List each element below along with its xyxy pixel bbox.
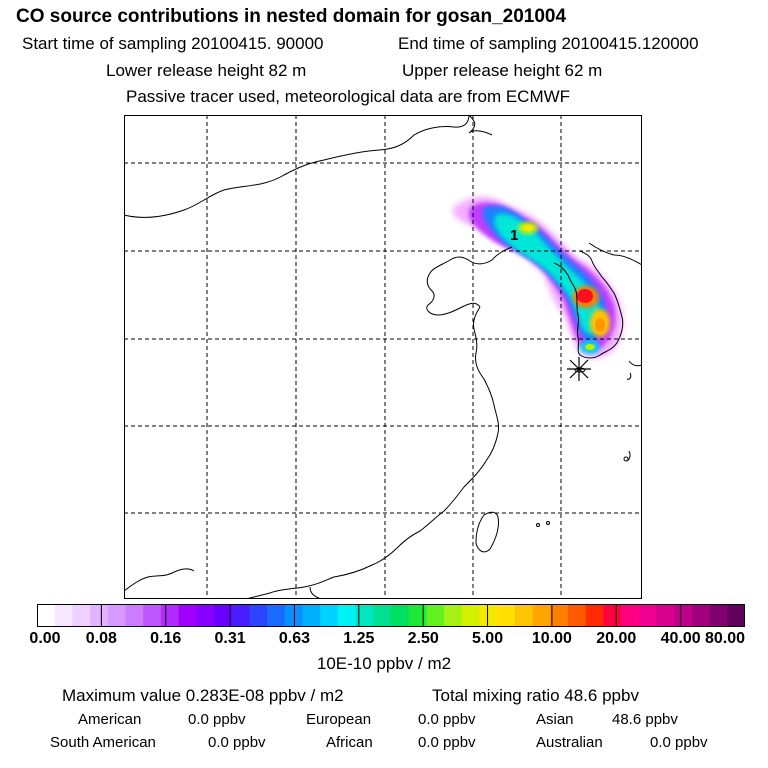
australian-label: Australian (536, 734, 603, 751)
colorbar-cell (391, 604, 410, 627)
color-scale-bar (37, 604, 745, 627)
colorbar-cell (691, 604, 711, 627)
european-label: European (306, 711, 372, 728)
colorbar-cell (444, 604, 463, 627)
colorbar-tick-label: 0.08 (85, 630, 117, 647)
graticule (124, 115, 642, 599)
colorbar-tick-label: 0.31 (214, 630, 246, 647)
colorbar-cell (231, 604, 250, 627)
asian-label: Asian (536, 711, 574, 728)
maximum-value-label: Maximum value 0.283E-08 ppbv / m2 (62, 686, 344, 705)
colorbar-cell (72, 604, 91, 627)
colorbar-cell (337, 604, 357, 627)
colorbar-tick-label: 0.16 (150, 630, 182, 647)
colorbar-cell (214, 604, 233, 627)
receptor-marker-label: 1 (510, 227, 518, 244)
concentration-plume (452, 196, 623, 359)
upper-release-label: Upper release height 62 m (402, 61, 603, 80)
colorbar-tick-label: 5.00 (471, 630, 504, 647)
colorbar-cell (284, 604, 304, 627)
colorbar-unit-label: 10E-10 ppbv / m2 (316, 654, 452, 673)
colorbar-tick-label: 40.00 (660, 630, 701, 647)
asian-value: 48.6 ppbv (612, 711, 678, 728)
colorbar-cell (90, 604, 109, 627)
colorbar-cell (568, 604, 587, 627)
colorbar-cell (638, 604, 658, 627)
colorbar-tick-label: 2.50 (407, 630, 439, 647)
colorbar-cell (408, 604, 427, 627)
colorbar-cell (461, 604, 481, 627)
total-mixing-ratio-label: Total mixing ratio 48.6 ppbv (432, 686, 639, 705)
south-american-label: South American (50, 734, 156, 751)
colorbar-tick-label: 1.25 (343, 630, 375, 647)
colorbar-cell (37, 604, 56, 627)
colorbar-cell (709, 604, 728, 627)
colorbar-tick-label: 10.00 (531, 630, 572, 647)
source-contribution-map: 1 (124, 115, 642, 599)
european-value: 0.0 ppbv (418, 711, 476, 728)
colorbar-cell (497, 604, 516, 627)
south-american-value: 0.0 ppbv (208, 734, 266, 751)
colorbar-cell (249, 604, 268, 627)
colorbar-cell (355, 604, 374, 627)
asterisk-station-icon (567, 357, 591, 381)
map-frame (124, 115, 642, 599)
lower-release-label: Lower release height 82 m (106, 61, 307, 80)
colorbar-tick-label: 0.63 (278, 630, 311, 647)
colorbar-cell (160, 604, 180, 627)
colorbar-tick-label: 80.00 (704, 630, 746, 647)
colorbar-cell (107, 604, 127, 627)
african-value: 0.0 ppbv (418, 734, 476, 751)
colorbar-cell (550, 604, 569, 627)
colorbar-cell (302, 604, 321, 627)
coastlines (124, 115, 642, 599)
colorbar-cell (727, 604, 745, 627)
american-label: American (78, 711, 142, 728)
end-time-label: End time of sampling 20100415.120000 (398, 34, 699, 53)
plot-title: CO source contributions in nested domain… (16, 6, 567, 27)
colorbar-cell (674, 604, 693, 627)
colorbar-cell (603, 604, 622, 627)
african-label: African (326, 734, 373, 751)
colorbar-cell (585, 604, 604, 627)
colorbar-cell (373, 604, 392, 627)
colorbar-cell (656, 604, 675, 627)
colorbar-tick-label: 0.00 (29, 630, 61, 647)
colorbar-cell (426, 604, 445, 627)
colorbar-cell (621, 604, 640, 627)
colorbar-tick-label: 20.00 (596, 630, 637, 647)
colorbar-cell (514, 604, 534, 627)
american-value: 0.0 ppbv (188, 711, 246, 728)
colorbar-cell (479, 604, 498, 627)
australian-value: 0.0 ppbv (650, 734, 708, 751)
colorbar-cell (532, 604, 551, 627)
colorbar-cell (125, 604, 144, 627)
colorbar-cell (320, 604, 339, 627)
colorbar-cell (54, 604, 73, 627)
colorbar-cell (143, 604, 162, 627)
colorbar-cell (178, 604, 197, 627)
colorbar-cell (267, 604, 286, 627)
colorbar-cell (196, 604, 215, 627)
tracer-label: Passive tracer used, meteorological data… (126, 87, 571, 106)
start-time-label: Start time of sampling 20100415. 90000 (22, 34, 324, 53)
